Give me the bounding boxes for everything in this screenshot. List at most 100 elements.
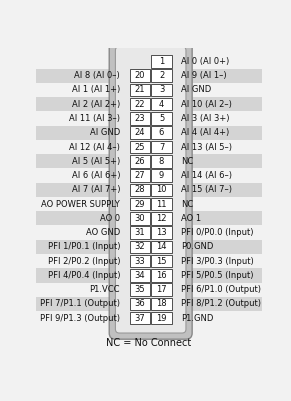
Bar bbox=[130, 226, 150, 239]
Bar bbox=[36, 297, 262, 311]
Text: 5: 5 bbox=[159, 114, 164, 123]
Bar bbox=[151, 69, 172, 82]
Text: 2: 2 bbox=[159, 71, 164, 80]
Text: P1.GND: P1.GND bbox=[181, 314, 214, 323]
Bar bbox=[151, 126, 172, 139]
Text: AI 12 (AI 4–): AI 12 (AI 4–) bbox=[69, 142, 120, 152]
Text: AI 11 (AI 3–): AI 11 (AI 3–) bbox=[69, 114, 120, 123]
Bar bbox=[36, 97, 262, 111]
Text: 10: 10 bbox=[156, 185, 167, 194]
Bar bbox=[151, 98, 172, 111]
Text: PFI 5/P0.5 (Input): PFI 5/P0.5 (Input) bbox=[181, 271, 254, 280]
Text: 24: 24 bbox=[135, 128, 145, 137]
Bar bbox=[151, 212, 172, 225]
Text: 28: 28 bbox=[134, 185, 145, 194]
Bar bbox=[130, 212, 150, 225]
Text: 18: 18 bbox=[156, 300, 167, 308]
Bar bbox=[130, 126, 150, 139]
Text: AI GND: AI GND bbox=[90, 128, 120, 137]
Text: AO 1: AO 1 bbox=[181, 214, 201, 223]
Bar bbox=[151, 226, 172, 239]
Text: 3: 3 bbox=[159, 85, 164, 95]
Text: AI 14 (AI 6–): AI 14 (AI 6–) bbox=[181, 171, 232, 180]
Text: AI 1 (AI 1+): AI 1 (AI 1+) bbox=[72, 85, 120, 95]
Bar bbox=[151, 241, 172, 253]
Text: PFI 9/P1.3 (Output): PFI 9/P1.3 (Output) bbox=[40, 314, 120, 323]
Text: AI 8 (AI 0–): AI 8 (AI 0–) bbox=[74, 71, 120, 80]
Text: 7: 7 bbox=[159, 142, 164, 152]
Text: PFI 4/P0.4 (Input): PFI 4/P0.4 (Input) bbox=[47, 271, 120, 280]
Bar bbox=[130, 241, 150, 253]
Bar bbox=[36, 83, 262, 97]
Bar bbox=[130, 155, 150, 168]
Bar bbox=[151, 269, 172, 282]
Text: AO GND: AO GND bbox=[86, 228, 120, 237]
Bar bbox=[130, 141, 150, 153]
Bar bbox=[36, 69, 262, 83]
Bar bbox=[151, 155, 172, 168]
Text: AO POWER SUPPLY: AO POWER SUPPLY bbox=[41, 200, 120, 209]
Text: 14: 14 bbox=[156, 242, 167, 251]
Bar bbox=[36, 154, 262, 168]
Text: 19: 19 bbox=[156, 314, 167, 323]
Text: 26: 26 bbox=[134, 157, 145, 166]
Text: P0.GND: P0.GND bbox=[181, 242, 214, 251]
Text: AI 9 (AI 1–): AI 9 (AI 1–) bbox=[181, 71, 227, 80]
Bar bbox=[130, 184, 150, 196]
Bar bbox=[36, 197, 262, 211]
Text: 4: 4 bbox=[159, 100, 164, 109]
Bar bbox=[151, 112, 172, 125]
Bar bbox=[36, 311, 262, 325]
Text: NC = No Connect: NC = No Connect bbox=[106, 338, 191, 348]
Bar bbox=[36, 225, 262, 240]
Text: AI 3 (AI 3+): AI 3 (AI 3+) bbox=[181, 114, 230, 123]
Bar bbox=[130, 84, 150, 96]
Text: 17: 17 bbox=[156, 285, 167, 294]
Text: P1.VCC: P1.VCC bbox=[90, 285, 120, 294]
FancyBboxPatch shape bbox=[109, 41, 192, 339]
FancyBboxPatch shape bbox=[116, 47, 186, 333]
Text: AI 4 (AI 4+): AI 4 (AI 4+) bbox=[181, 128, 230, 137]
Bar bbox=[151, 184, 172, 196]
Text: 32: 32 bbox=[134, 242, 145, 251]
Text: 13: 13 bbox=[156, 228, 167, 237]
Bar bbox=[130, 298, 150, 310]
Bar bbox=[130, 198, 150, 211]
Bar bbox=[151, 198, 172, 211]
Text: PFI 2/P0.2 (Input): PFI 2/P0.2 (Input) bbox=[47, 257, 120, 265]
Bar bbox=[151, 55, 172, 68]
Bar bbox=[151, 169, 172, 182]
Bar bbox=[36, 168, 262, 183]
Text: PFI 1/P0.1 (Input): PFI 1/P0.1 (Input) bbox=[47, 242, 120, 251]
Bar bbox=[36, 140, 262, 154]
Text: AI 10 (AI 2–): AI 10 (AI 2–) bbox=[181, 100, 232, 109]
Text: AI 6 (AI 6+): AI 6 (AI 6+) bbox=[72, 171, 120, 180]
Text: AI GND: AI GND bbox=[181, 85, 212, 95]
Text: AI 15 (AI 7–): AI 15 (AI 7–) bbox=[181, 185, 232, 194]
Bar bbox=[36, 268, 262, 283]
Text: 34: 34 bbox=[134, 271, 145, 280]
Bar bbox=[130, 269, 150, 282]
Text: 1: 1 bbox=[159, 57, 164, 66]
Bar bbox=[36, 254, 262, 268]
Bar bbox=[130, 284, 150, 296]
Bar bbox=[36, 211, 262, 225]
Text: 29: 29 bbox=[135, 200, 145, 209]
Bar bbox=[151, 84, 172, 96]
Bar bbox=[36, 111, 262, 126]
Bar bbox=[130, 112, 150, 125]
Text: 6: 6 bbox=[159, 128, 164, 137]
Text: 31: 31 bbox=[134, 228, 145, 237]
Text: AI 2 (AI 2+): AI 2 (AI 2+) bbox=[72, 100, 120, 109]
Text: 16: 16 bbox=[156, 271, 167, 280]
Text: AI 13 (AI 5–): AI 13 (AI 5–) bbox=[181, 142, 232, 152]
Text: NC: NC bbox=[181, 157, 194, 166]
Bar bbox=[151, 298, 172, 310]
Text: 9: 9 bbox=[159, 171, 164, 180]
Text: 37: 37 bbox=[134, 314, 145, 323]
Bar bbox=[36, 240, 262, 254]
Text: PFI 3/P0.3 (Input): PFI 3/P0.3 (Input) bbox=[181, 257, 254, 265]
Bar bbox=[130, 69, 150, 82]
Bar bbox=[36, 183, 262, 197]
Text: 25: 25 bbox=[135, 142, 145, 152]
